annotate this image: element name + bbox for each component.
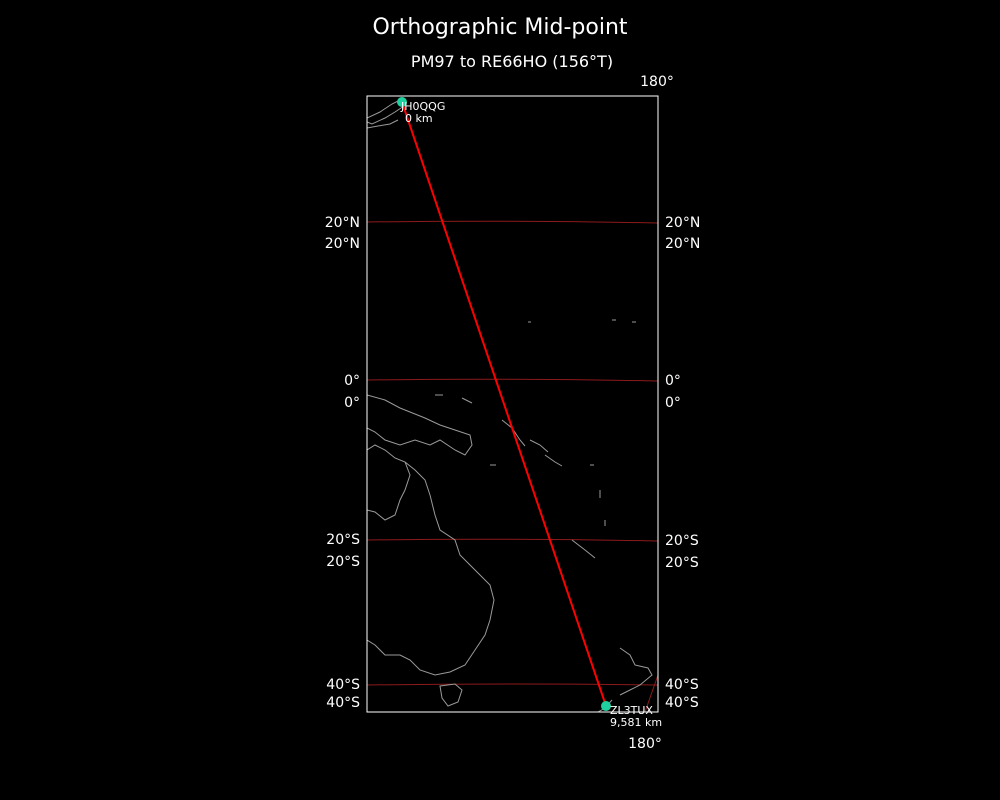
svg-text:20°N: 20°N (665, 236, 700, 252)
svg-text:20°S: 20°S (665, 533, 699, 549)
great-circle-path (401, 101, 607, 707)
new-guinea-coast (367, 394, 473, 456)
svg-text:0°: 0° (665, 395, 681, 411)
map-title: Orthographic Mid-point (372, 15, 627, 40)
svg-text:40°S: 40°S (665, 677, 699, 693)
gridlines (367, 220, 658, 712)
end-marker[interactable] (601, 701, 611, 711)
end-call: ZL3TUX (610, 704, 653, 717)
lon-label-top: 180° (640, 74, 674, 90)
islands (501, 419, 596, 559)
coastlines (367, 99, 653, 712)
map-area (367, 99, 658, 712)
lon-label-bottom: 180° (628, 736, 662, 752)
svg-text:40°S: 40°S (326, 677, 360, 693)
svg-text:20°N: 20°N (325, 215, 360, 231)
svg-text:20°N: 20°N (325, 236, 360, 252)
start-distance: 0 km (405, 112, 433, 125)
svg-text:40°S: 40°S (665, 695, 699, 711)
australia-coast (367, 444, 495, 676)
svg-text:20°S: 20°S (326, 554, 360, 570)
svg-text:20°N: 20°N (665, 215, 700, 231)
tasmania-coast (439, 683, 463, 707)
gridline-180 (644, 674, 658, 712)
start-call: JH0QQG (400, 100, 445, 113)
end-distance: 9,581 km (610, 716, 662, 729)
svg-text:20°S: 20°S (665, 555, 699, 571)
gridline-40s (367, 683, 658, 686)
svg-text:20°S: 20°S (326, 532, 360, 548)
gridline-20s (367, 538, 658, 542)
svg-text:0°: 0° (665, 373, 681, 389)
gridline-20n (367, 220, 658, 224)
small-islands (435, 319, 636, 526)
japan-coast-south (367, 119, 399, 129)
start-marker[interactable] (397, 97, 407, 107)
svg-text:40°S: 40°S (326, 695, 360, 711)
gridline-0 (367, 378, 658, 382)
svg-text:0°: 0° (344, 395, 360, 411)
map-subtitle: PM97 to RE66HO (156°T) (411, 52, 613, 71)
lat-labels-left: 20°N 20°N 0° 0° 20°S 20°S 40°S 40°S (325, 215, 360, 711)
svg-text:0°: 0° (344, 373, 360, 389)
lat-labels-right: 20°N 20°N 0° 0° 20°S 20°S 40°S 40°S (665, 215, 700, 711)
map-frame (366, 95, 659, 713)
